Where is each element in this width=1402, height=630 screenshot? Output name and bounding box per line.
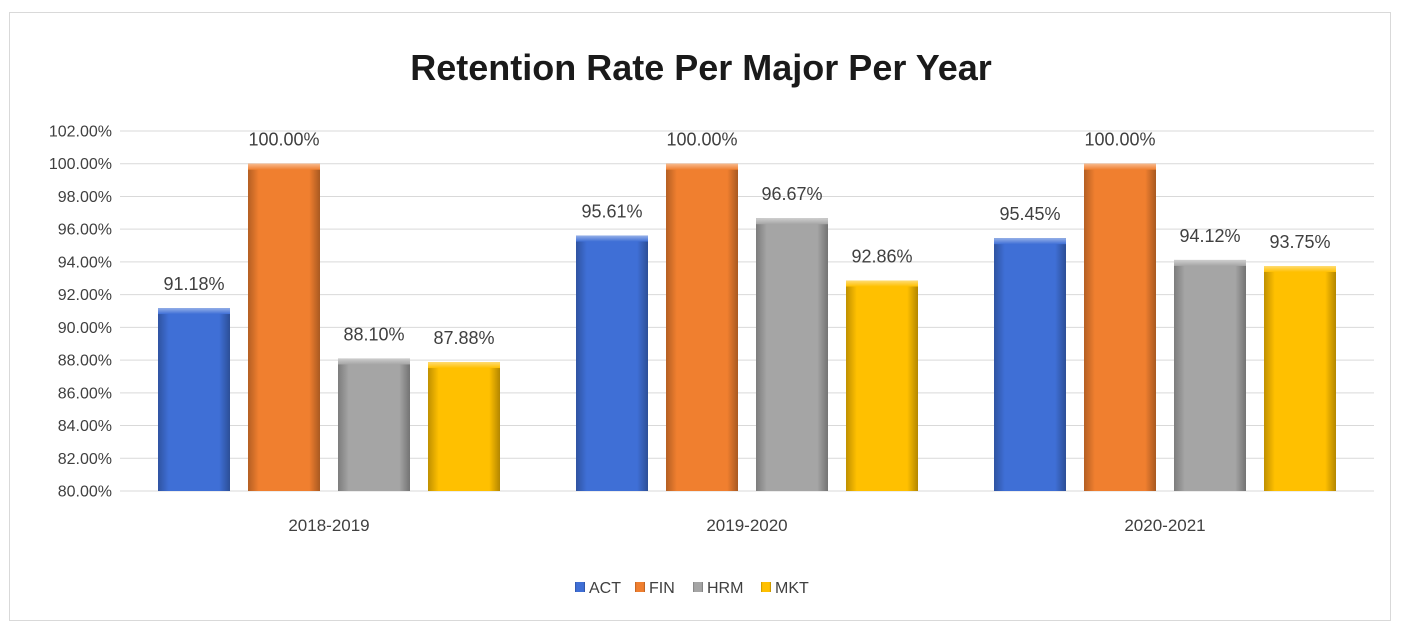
bar-act-2019-2020 — [576, 235, 648, 491]
bar-bevel — [248, 163, 320, 170]
legend-swatch — [761, 582, 771, 592]
y-tick-label: 94.00% — [58, 254, 112, 271]
y-tick-label: 88.00% — [58, 353, 112, 370]
y-tick-label: 80.00% — [58, 484, 112, 501]
y-tick-label: 90.00% — [58, 320, 112, 337]
data-label: 87.88% — [433, 328, 494, 348]
gridlines — [120, 130, 1374, 492]
bar-bevel — [1264, 266, 1336, 272]
legend-label: MKT — [775, 580, 809, 597]
data-label: 100.00% — [666, 130, 737, 150]
legend-item-mkt: MKT — [761, 580, 809, 597]
bar-mkt-2020-2021 — [1264, 266, 1336, 491]
legend-item-hrm: HRM — [693, 580, 743, 597]
bar-bevel — [666, 163, 738, 170]
bar-bevel — [1084, 163, 1156, 170]
bar-bevel — [756, 218, 828, 225]
bar-bevel — [994, 238, 1066, 245]
bar-bevel — [338, 358, 410, 365]
y-tick-label: 102.00% — [49, 124, 112, 141]
data-label: 92.86% — [851, 247, 912, 267]
legend-swatch — [635, 582, 645, 592]
bar-fin-2019-2020 — [666, 163, 738, 491]
data-label: 88.10% — [343, 324, 404, 344]
y-tick-label: 98.00% — [58, 189, 112, 206]
y-tick-label: 100.00% — [49, 156, 112, 173]
bar-act-2018-2019 — [158, 308, 230, 491]
x-axis-ticks: 2018-2019 2019-2020 2020-2021 — [288, 516, 1205, 535]
data-label: 91.18% — [163, 274, 224, 294]
data-label: 96.67% — [761, 184, 822, 204]
legend: ACT FIN HRM MKT — [575, 580, 809, 597]
bar-act-2020-2021 — [994, 238, 1066, 491]
chart-title: Retention Rate Per Major Per Year — [410, 47, 992, 88]
legend-item-act: ACT — [575, 580, 621, 597]
data-labels: 91.18% 100.00% 88.10% 87.88% 95.61% 100.00% 96… — [163, 130, 1330, 348]
bar-hrm-2020-2021 — [1174, 259, 1246, 491]
bar-fin-2020-2021 — [1084, 163, 1156, 491]
bar-fin-2018-2019 — [248, 163, 320, 491]
bars — [158, 163, 1336, 491]
bar-hrm-2019-2020 — [756, 218, 828, 491]
legend-swatch — [693, 582, 703, 592]
data-label: 94.12% — [1179, 226, 1240, 246]
bar-mkt-2018-2019 — [428, 362, 500, 491]
legend-swatch — [575, 582, 585, 592]
y-tick-label: 92.00% — [58, 287, 112, 304]
bar-hrm-2018-2019 — [338, 358, 410, 491]
bar-bevel — [428, 362, 500, 369]
bar-mkt-2019-2020 — [846, 280, 918, 491]
data-label: 100.00% — [248, 130, 319, 150]
y-tick-label: 82.00% — [58, 451, 112, 468]
data-label: 100.00% — [1084, 130, 1155, 150]
y-tick-label: 96.00% — [58, 222, 112, 239]
bar-bevel — [846, 280, 918, 287]
data-label: 95.45% — [999, 204, 1060, 224]
bar-bevel — [576, 235, 648, 242]
y-tick-label: 84.00% — [58, 418, 112, 435]
legend-label: ACT — [589, 580, 621, 597]
legend-item-fin: FIN — [635, 580, 675, 597]
x-tick-label: 2018-2019 — [288, 516, 369, 535]
bar-bevel — [158, 308, 230, 315]
data-label: 95.61% — [581, 202, 642, 222]
legend-label: FIN — [649, 580, 675, 597]
y-axis-ticks: 80.00% 82.00% 84.00% 86.00% 88.00% 90.00% 92.0… — [49, 124, 112, 501]
y-tick-label: 86.00% — [58, 385, 112, 402]
data-label: 93.75% — [1269, 232, 1330, 252]
x-tick-label: 2020-2021 — [1124, 516, 1205, 535]
x-tick-label: 2019-2020 — [706, 516, 787, 535]
legend-label: HRM — [707, 580, 743, 597]
bar-bevel — [1174, 259, 1246, 266]
